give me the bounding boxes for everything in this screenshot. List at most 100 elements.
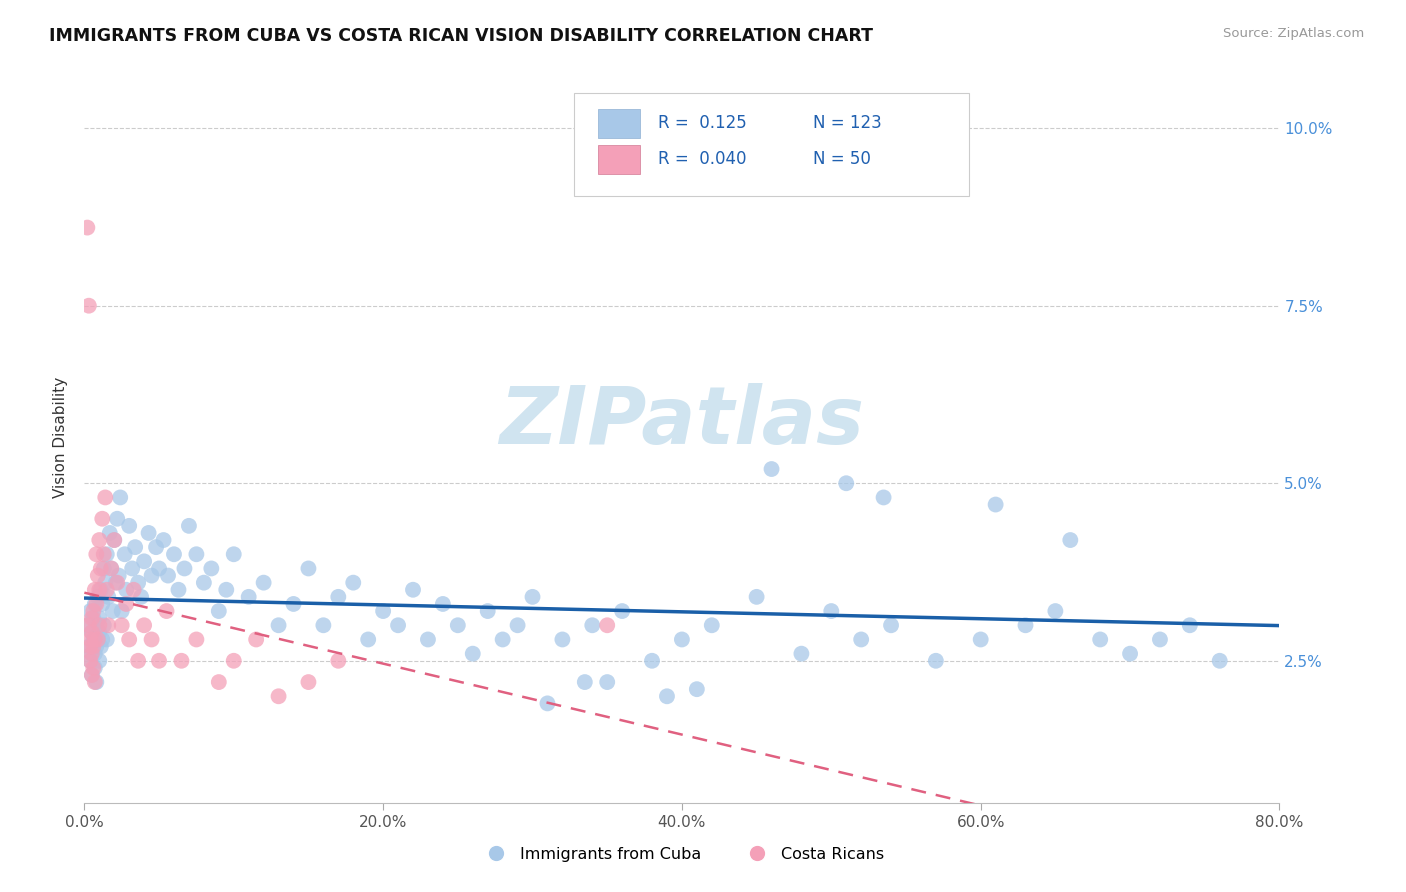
Point bbox=[1045, 604, 1067, 618]
Point bbox=[90, 582, 112, 597]
Point bbox=[373, 604, 395, 618]
Point bbox=[90, 561, 112, 575]
Point bbox=[96, 632, 118, 647]
Point bbox=[122, 582, 145, 597]
Point bbox=[82, 632, 104, 647]
Point bbox=[96, 582, 118, 597]
Legend: Immigrants from Cuba, Costa Ricans: Immigrants from Cuba, Costa Ricans bbox=[474, 840, 890, 868]
Point bbox=[193, 575, 215, 590]
Point bbox=[1209, 654, 1232, 668]
Point bbox=[87, 568, 110, 582]
Point bbox=[89, 654, 111, 668]
Point bbox=[79, 654, 101, 668]
Point bbox=[208, 604, 231, 618]
Point bbox=[121, 561, 143, 575]
Point bbox=[238, 590, 260, 604]
Point bbox=[89, 611, 111, 625]
Point bbox=[641, 654, 664, 668]
Point bbox=[1059, 533, 1081, 547]
Point bbox=[101, 604, 124, 618]
Point bbox=[461, 647, 484, 661]
Point bbox=[152, 533, 174, 547]
Point bbox=[790, 647, 813, 661]
Point bbox=[127, 654, 149, 668]
Point bbox=[77, 618, 100, 632]
Point bbox=[110, 491, 132, 505]
Point bbox=[77, 640, 100, 654]
Point bbox=[157, 568, 180, 582]
Point bbox=[80, 611, 103, 625]
Point bbox=[86, 618, 108, 632]
Point bbox=[97, 590, 120, 604]
Point bbox=[574, 675, 596, 690]
Point bbox=[80, 668, 103, 682]
Point bbox=[124, 540, 146, 554]
Point bbox=[98, 525, 121, 540]
Point bbox=[612, 604, 634, 618]
Point bbox=[118, 519, 141, 533]
Point bbox=[82, 661, 104, 675]
Point bbox=[83, 597, 105, 611]
Point bbox=[87, 632, 110, 647]
Point bbox=[283, 597, 305, 611]
Point bbox=[170, 654, 193, 668]
Bar bbox=[599, 109, 640, 138]
Text: N = 123: N = 123 bbox=[814, 114, 882, 132]
Point bbox=[90, 640, 112, 654]
Point bbox=[94, 575, 117, 590]
Point bbox=[86, 640, 108, 654]
Point bbox=[100, 561, 122, 575]
Point bbox=[700, 618, 723, 632]
FancyBboxPatch shape bbox=[575, 94, 969, 195]
Text: IMMIGRANTS FROM CUBA VS COSTA RICAN VISION DISABILITY CORRELATION CHART: IMMIGRANTS FROM CUBA VS COSTA RICAN VISI… bbox=[49, 27, 873, 45]
Text: R =  0.040: R = 0.040 bbox=[658, 150, 747, 168]
Point bbox=[80, 668, 103, 682]
Point bbox=[253, 575, 276, 590]
Point bbox=[551, 632, 574, 647]
Point bbox=[79, 654, 101, 668]
Point bbox=[167, 582, 190, 597]
Point bbox=[155, 604, 177, 618]
Point bbox=[86, 547, 108, 561]
Point bbox=[761, 462, 783, 476]
Point bbox=[506, 618, 529, 632]
Point bbox=[148, 654, 170, 668]
Point bbox=[111, 604, 134, 618]
Point bbox=[96, 547, 118, 561]
Point bbox=[148, 561, 170, 575]
Point bbox=[851, 632, 873, 647]
Point bbox=[82, 640, 104, 654]
Point bbox=[86, 597, 108, 611]
Point bbox=[655, 690, 678, 704]
Point bbox=[208, 675, 231, 690]
Point bbox=[1119, 647, 1142, 661]
Point bbox=[76, 220, 98, 235]
Point bbox=[91, 512, 114, 526]
Point bbox=[328, 590, 350, 604]
Point bbox=[118, 632, 141, 647]
Point bbox=[245, 632, 267, 647]
Point bbox=[328, 654, 350, 668]
Point bbox=[820, 604, 842, 618]
Point bbox=[536, 697, 558, 711]
Text: N = 50: N = 50 bbox=[814, 150, 872, 168]
Point bbox=[686, 682, 709, 697]
Point bbox=[141, 568, 163, 582]
Point bbox=[91, 597, 114, 611]
Point bbox=[581, 618, 603, 632]
Point bbox=[477, 604, 499, 618]
Point bbox=[970, 632, 993, 647]
Point bbox=[312, 618, 335, 632]
Point bbox=[297, 675, 319, 690]
Text: Source: ZipAtlas.com: Source: ZipAtlas.com bbox=[1223, 27, 1364, 40]
Point bbox=[1178, 618, 1201, 632]
Point bbox=[297, 561, 319, 575]
Point bbox=[177, 519, 200, 533]
Point bbox=[402, 582, 425, 597]
Point bbox=[87, 590, 110, 604]
Point bbox=[1090, 632, 1112, 647]
Text: ZIPatlas: ZIPatlas bbox=[499, 384, 865, 461]
Point bbox=[1149, 632, 1171, 647]
Point bbox=[984, 498, 1007, 512]
Point bbox=[93, 547, 115, 561]
